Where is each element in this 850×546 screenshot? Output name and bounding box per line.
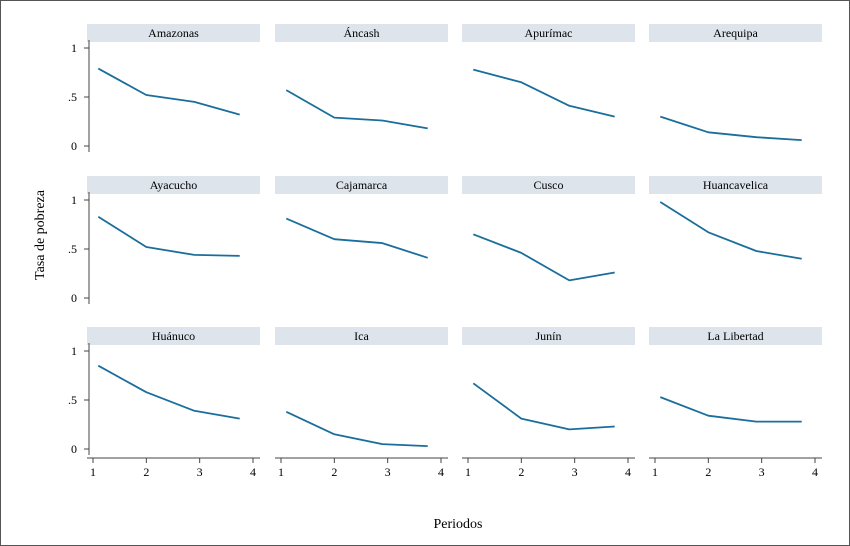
- y-tick-label: 0: [71, 139, 77, 153]
- panel-strip: [275, 327, 448, 345]
- y-tick-label: 0: [71, 442, 77, 456]
- y-axis-label: Tasa de pobreza: [33, 189, 48, 280]
- panel-title: Amazonas: [148, 26, 199, 40]
- panel-strip: [649, 176, 822, 194]
- panel-strip: [462, 327, 635, 345]
- panel-strip: [87, 327, 260, 345]
- series-line-11: [472, 382, 615, 431]
- panel-title: Junín: [535, 329, 561, 343]
- series-line-3: [473, 68, 615, 118]
- x-tick-label: 1: [90, 465, 96, 479]
- panel-strip: [87, 176, 260, 194]
- x-tick-label: 3: [572, 465, 578, 479]
- panel-12: La Libertad 1 2 3 4: [649, 327, 822, 479]
- panel-7: Cusco: [462, 176, 635, 282]
- x-tick-label: 2: [705, 465, 711, 479]
- y-tick-label: .5: [68, 393, 77, 407]
- series-line-8: [659, 201, 802, 260]
- series-line-4: [660, 115, 802, 141]
- panel-9: Huánuco 0 .5 1 1 2 3 4: [68, 327, 260, 479]
- panel-title: Arequipa: [713, 26, 758, 40]
- panel-strip: [462, 24, 635, 42]
- y-tick-label: .5: [68, 242, 77, 256]
- panel-title: Apurímac: [525, 26, 573, 40]
- panel-2: Áncash: [275, 24, 448, 130]
- panel-title: Ica: [354, 329, 369, 343]
- panel-strip: [87, 24, 260, 42]
- panel-4: Arequipa: [649, 24, 822, 141]
- series-line-10: [285, 410, 428, 447]
- y-tick-label: 1: [71, 344, 77, 358]
- panel-3: Apurímac: [462, 24, 635, 118]
- y-tick-label: .5: [68, 90, 77, 104]
- panel-strip: [649, 24, 822, 42]
- panel-title: Ayacucho: [150, 178, 198, 192]
- x-tick-label: 3: [759, 465, 765, 479]
- x-tick-label: 3: [197, 465, 203, 479]
- panel-strip: [649, 327, 822, 345]
- panel-title: Cajamarca: [336, 178, 388, 192]
- panel-10: Ica 1 2 3 4: [275, 327, 448, 479]
- x-tick-label: 1: [652, 465, 658, 479]
- x-tick-label: 3: [385, 465, 391, 479]
- panel-11: Junín 1 2 3 4: [462, 327, 635, 479]
- x-tick-label: 4: [250, 465, 256, 479]
- y-tick-label: 1: [71, 193, 77, 207]
- series-line-12: [659, 396, 802, 423]
- series-line-1: [97, 67, 240, 116]
- x-tick-label: 1: [278, 465, 284, 479]
- x-tick-label: 4: [625, 465, 631, 479]
- x-tick-label: 4: [438, 465, 444, 479]
- x-axis-label: Periodos: [434, 517, 483, 532]
- x-tick-label: 4: [812, 465, 818, 479]
- panel-8: Huancavelica: [649, 176, 822, 260]
- panel-strip: [275, 24, 448, 42]
- panel-5: Ayacucho 0 .5 1: [68, 176, 260, 305]
- panel-title: Huánuco: [152, 329, 195, 343]
- series-line-5: [97, 215, 240, 257]
- panel-1: Amazonas 0 .5 1: [68, 24, 260, 153]
- panel-grid: Amazonas 0 .5 1 Áncash Apurímac Arequipa Ayacuc…: [68, 24, 822, 479]
- x-tick-label: 2: [331, 465, 337, 479]
- y-tick-label: 1: [71, 41, 77, 55]
- panel-title: Áncash: [344, 26, 380, 40]
- panel-title: Huancavelica: [703, 178, 769, 192]
- panel-strip: [275, 176, 448, 194]
- series-line-2: [285, 89, 428, 130]
- panel-6: Cajamarca: [275, 176, 448, 259]
- y-tick-label: 0: [71, 291, 77, 305]
- series-line-6: [285, 217, 428, 259]
- panel-strip: [462, 176, 635, 194]
- x-tick-label: 2: [518, 465, 524, 479]
- x-tick-label: 2: [143, 465, 149, 479]
- series-line-7: [472, 233, 615, 282]
- panel-title: La Libertad: [707, 329, 763, 343]
- x-tick-label: 1: [465, 465, 471, 479]
- series-line-9: [97, 364, 240, 420]
- panel-title: Cusco: [534, 178, 564, 192]
